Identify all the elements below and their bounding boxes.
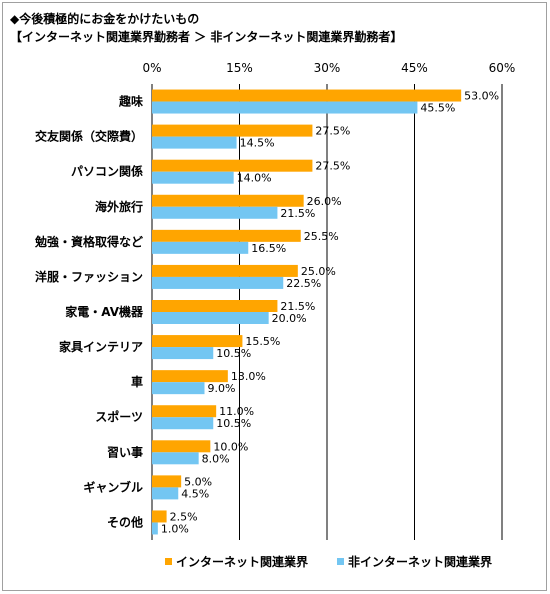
legend-swatch <box>165 558 172 565</box>
x-tick-label: 0% <box>142 61 161 75</box>
data-label: 8.0% <box>202 452 230 465</box>
data-label: 22.5% <box>286 277 321 290</box>
data-label: 25.5% <box>304 230 339 243</box>
chart-subtitle: 【インターネット関連業界勤務者 ＞ 非インターネット関連業界勤務者】 <box>10 30 403 44</box>
category-label: 車 <box>131 374 143 389</box>
x-tick-label: 15% <box>226 61 253 75</box>
data-label: 53.0% <box>464 90 499 103</box>
legend-swatch <box>337 558 344 565</box>
bar <box>152 370 228 383</box>
x-tick-label: 45% <box>401 61 428 75</box>
category-label: 趣味 <box>118 94 143 109</box>
bar <box>152 440 211 453</box>
x-tick-label: 30% <box>314 61 341 75</box>
category-label: 勉強・資格取得など <box>34 234 143 249</box>
category-label: ギャンブル <box>83 479 143 494</box>
bar <box>152 276 284 289</box>
bar <box>152 487 179 500</box>
bar <box>152 347 214 360</box>
bar <box>152 171 234 184</box>
bar <box>152 510 167 523</box>
bar <box>152 300 278 312</box>
data-label: 10.5% <box>216 417 251 430</box>
data-label: 10.0% <box>213 440 248 453</box>
data-label: 14.0% <box>237 172 272 185</box>
legend-label: 非インターネット関連業界 <box>348 554 492 569</box>
bar <box>152 475 182 488</box>
data-label: 27.5% <box>315 125 350 138</box>
category-label: スポーツ <box>95 409 143 424</box>
legend-label: インターネット関連業界 <box>176 554 308 569</box>
bar <box>152 194 304 207</box>
bar <box>152 522 158 535</box>
bar <box>152 89 462 102</box>
data-label: 15.5% <box>245 335 280 348</box>
bar <box>152 312 269 324</box>
category-label: 海外旅行 <box>95 199 143 214</box>
data-label: 10.5% <box>216 347 251 360</box>
category-label: 習い事 <box>107 444 143 459</box>
category-label: 家具インテリア <box>59 339 143 354</box>
data-label: 1.0% <box>161 522 189 535</box>
bar <box>152 335 243 348</box>
data-label: 11.0% <box>219 405 254 418</box>
data-label: 16.5% <box>251 242 286 255</box>
bar <box>152 159 313 172</box>
data-label: 4.5% <box>181 487 209 500</box>
data-label: 5.0% <box>184 475 212 488</box>
bar <box>152 136 237 149</box>
bar <box>152 206 278 219</box>
data-label: 20.0% <box>272 312 307 325</box>
bar <box>152 452 199 465</box>
category-label: 家電・AV機器 <box>65 304 144 319</box>
category-label: 洋服・ファッション <box>35 269 143 284</box>
bar <box>152 264 298 277</box>
data-label: 26.0% <box>307 195 342 208</box>
bar <box>152 382 205 395</box>
category-label: その他 <box>107 514 143 529</box>
chart-title: ◆今後積極的にお金をかけたいもの <box>10 12 200 26</box>
data-label: 21.5% <box>280 207 315 220</box>
data-label: 27.5% <box>315 160 350 173</box>
data-label: 25.0% <box>301 265 336 278</box>
bar <box>152 405 217 418</box>
x-tick-label: 60% <box>489 61 516 75</box>
data-label: 14.5% <box>240 137 275 150</box>
bar <box>152 229 301 242</box>
category-label: 交友関係（交際費） <box>35 129 143 144</box>
bar <box>152 417 214 430</box>
bar <box>152 101 418 114</box>
data-label: 2.5% <box>170 510 198 523</box>
data-label: 9.0% <box>208 382 236 395</box>
data-label: 21.5% <box>280 300 315 313</box>
category-label: パソコン関係 <box>71 164 143 179</box>
bar <box>152 241 249 254</box>
data-label: 45.5% <box>420 102 455 115</box>
bar <box>152 124 313 137</box>
data-label: 13.0% <box>231 370 266 383</box>
